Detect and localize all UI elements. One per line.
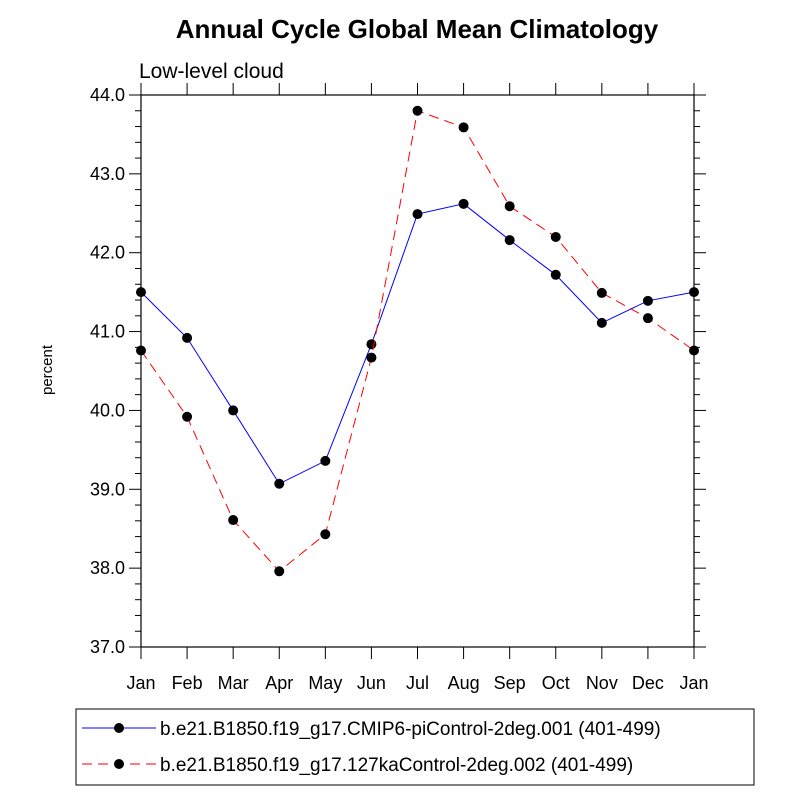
- series-1-point: [136, 287, 146, 298]
- plot-frame: [140, 94, 695, 648]
- series-2-point: [274, 566, 285, 577]
- x-tick-label: Jan: [679, 673, 708, 693]
- x-tick-label: Nov: [586, 673, 618, 693]
- series-2-point: [504, 201, 515, 212]
- series-2-point: [366, 352, 377, 363]
- legend-marker-1: [114, 723, 124, 733]
- x-tick-label: Feb: [172, 673, 203, 693]
- legend-marker-2: [114, 759, 124, 769]
- series-1-point: [320, 455, 331, 466]
- legend-label-1: b.e21.B1850.f19_g17.CMIP6-piControl-2deg…: [160, 719, 661, 740]
- chart-title: Annual Cycle Global Mean Climatology: [176, 14, 659, 44]
- chart-subtitle: Low-level cloud: [139, 60, 284, 83]
- x-tick-label: Sep: [494, 673, 526, 693]
- series-2-point: [550, 231, 561, 242]
- series-1-point: [550, 269, 561, 280]
- series-2-point: [458, 122, 469, 133]
- y-tick-label: 37.0: [90, 637, 125, 657]
- legend-label-2: b.e21.B1850.f19_g17.127kaControl-2deg.00…: [160, 755, 633, 776]
- x-tick-label: Oct: [542, 673, 570, 693]
- series-1-point: [412, 209, 423, 220]
- series-2-point: [320, 529, 331, 540]
- x-tick-label: Jun: [357, 673, 386, 693]
- x-tick-label: Dec: [632, 673, 664, 693]
- y-tick-label: 39.0: [90, 479, 125, 499]
- y-tick-label: 38.0: [90, 558, 125, 578]
- x-tick-label: May: [308, 673, 342, 693]
- series-1-point: [274, 478, 285, 489]
- series-1-point: [228, 405, 239, 416]
- series-2-point: [596, 287, 607, 298]
- series-2-point: [412, 105, 423, 116]
- series-1-point: [182, 332, 193, 343]
- series-1-point: [458, 198, 469, 209]
- series-1-point: [504, 235, 515, 246]
- series-line-2: [140, 110, 695, 572]
- plot-area: 37.0 38.0 39.0 40.0 41.0 42.0 43.0 44.0 Jan Feb Ma…: [90, 83, 709, 693]
- y-axis-label: percent: [39, 344, 56, 395]
- series-line-1: [140, 203, 695, 485]
- legend: b.e21.B1850.f19_g17.CMIP6-piControl-2deg…: [75, 708, 755, 786]
- x-tick-label: Apr: [265, 673, 293, 693]
- series-2-point: [228, 515, 239, 526]
- series-2-point: [136, 345, 146, 356]
- x-tick-label: Mar: [218, 673, 249, 693]
- y-tick-label: 44.0: [90, 85, 125, 105]
- series-2-point: [182, 411, 193, 422]
- series-1-point: [642, 295, 653, 306]
- x-tick-label: Jan: [126, 673, 155, 693]
- series-1-point: [689, 287, 699, 298]
- series-2-point: [689, 345, 699, 356]
- series-2-point: [642, 313, 653, 324]
- y-tick-label: 41.0: [90, 322, 125, 342]
- legend-box: [75, 708, 755, 786]
- x-tick-label: Jul: [406, 673, 429, 693]
- y-tick-label: 43.0: [90, 164, 125, 184]
- y-tick-label: 40.0: [90, 400, 125, 420]
- y-tick-label: 42.0: [90, 243, 125, 263]
- series-1-point: [596, 317, 607, 328]
- x-tick-label: Aug: [448, 673, 480, 693]
